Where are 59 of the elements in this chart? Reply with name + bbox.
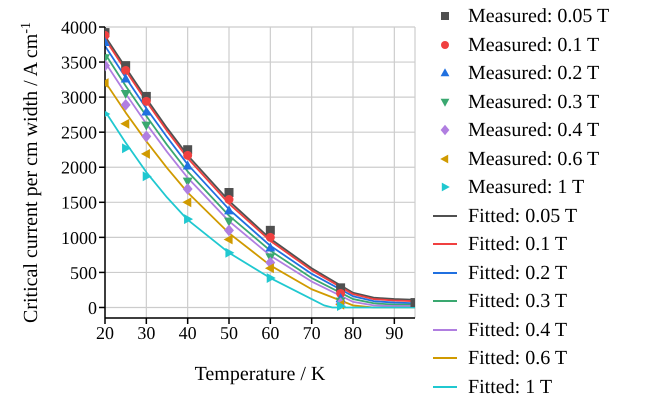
y-tick-label: 0 — [88, 298, 97, 318]
point — [182, 197, 192, 208]
point — [182, 183, 193, 195]
point — [142, 171, 152, 182]
y-tick-label: 2000 — [61, 158, 97, 178]
y-tick-label: 3500 — [61, 52, 97, 72]
legend-label: Measured: 0.1 T — [468, 32, 600, 58]
point — [182, 160, 193, 170]
point — [224, 194, 234, 204]
legend-label: Fitted: 0.3 T — [468, 289, 568, 314]
point — [266, 232, 275, 242]
legend-label: Measured: 1 T — [468, 175, 584, 200]
point — [224, 205, 234, 214]
point — [141, 122, 152, 131]
x-axis-title: Temperature / K — [194, 363, 326, 385]
y-tick-label: 2500 — [61, 122, 97, 143]
legend-label: Fitted: 0.05 T — [468, 204, 578, 228]
point — [120, 73, 131, 82]
point — [224, 234, 233, 244]
legend-label: Measured: 0.2 T — [468, 61, 600, 86]
point — [183, 150, 192, 160]
point — [225, 248, 234, 258]
point — [142, 96, 151, 106]
legend-label: Measured: 0.05 T — [468, 4, 610, 29]
point — [224, 224, 234, 236]
x-tick-label: 90 — [385, 322, 404, 343]
y-tick-label: 500 — [70, 262, 97, 283]
legend-label: Fitted: 0.1 T — [468, 232, 568, 257]
legend-label: Fitted: 0.6 T — [468, 346, 568, 371]
point — [224, 218, 234, 227]
point — [120, 90, 131, 100]
legend-label: Fitted: 1 T — [468, 374, 552, 400]
point — [184, 214, 194, 224]
legend-label: Measured: 0.4 T — [468, 118, 600, 143]
x-tick-label: 30 — [137, 322, 156, 343]
point — [266, 273, 276, 283]
x-tick-label: 40 — [178, 322, 197, 343]
y-tick-label: 1000 — [61, 228, 97, 248]
legend-label: Measured: 0.3 T — [468, 90, 600, 114]
point — [141, 130, 152, 142]
point — [120, 98, 131, 111]
y-tick-label: 4000 — [61, 17, 97, 38]
point — [122, 143, 132, 154]
x-tick-label: 50 — [220, 322, 238, 343]
y-tick-label: 3000 — [61, 88, 97, 108]
point — [265, 242, 276, 252]
x-tick-label: 70 — [302, 322, 321, 343]
legend-label: Fitted: 0.4 T — [468, 318, 568, 342]
x-tick-label: 20 — [96, 322, 114, 343]
x-tick-label: 80 — [344, 322, 362, 343]
point — [120, 118, 130, 129]
x-tick-label: 60 — [261, 322, 280, 343]
point — [121, 66, 130, 75]
legend-label: Fitted: 0.2 T — [468, 260, 568, 286]
y-tick-label: 1500 — [61, 192, 97, 213]
point — [140, 148, 150, 159]
point — [141, 106, 152, 116]
legend-label: Measured: 0.6 T — [468, 146, 600, 172]
point — [264, 263, 274, 274]
